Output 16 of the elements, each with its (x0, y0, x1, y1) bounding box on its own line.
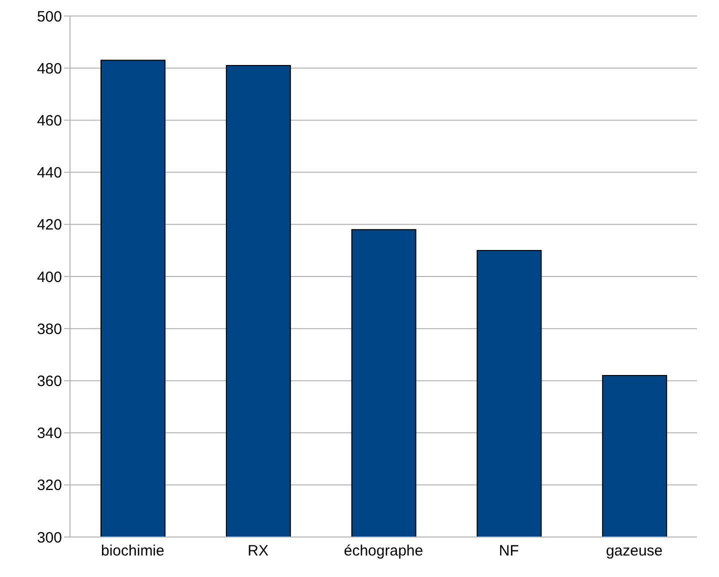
x-tick-label: échographe (344, 542, 424, 560)
y-tick-label: 300 (36, 529, 62, 546)
y-tick-label: 440 (36, 164, 62, 182)
y-tick-label: 320 (36, 477, 62, 494)
x-tick-label: RX (248, 542, 269, 560)
y-tick-label: 420 (36, 216, 62, 234)
y-tick-label: 360 (36, 373, 62, 390)
y-tick-label: 380 (36, 320, 62, 338)
y-tick-label: 400 (36, 268, 62, 286)
x-tick-label: NF (498, 542, 519, 560)
y-tick-label: 460 (36, 112, 62, 130)
x-tick-label: biochimie (101, 542, 164, 560)
y-tick-label: 340 (36, 425, 62, 442)
x-tick-label: gazeuse (606, 542, 663, 560)
y-tick-label: 480 (36, 60, 62, 78)
y-tick-label: 500 (36, 8, 62, 26)
